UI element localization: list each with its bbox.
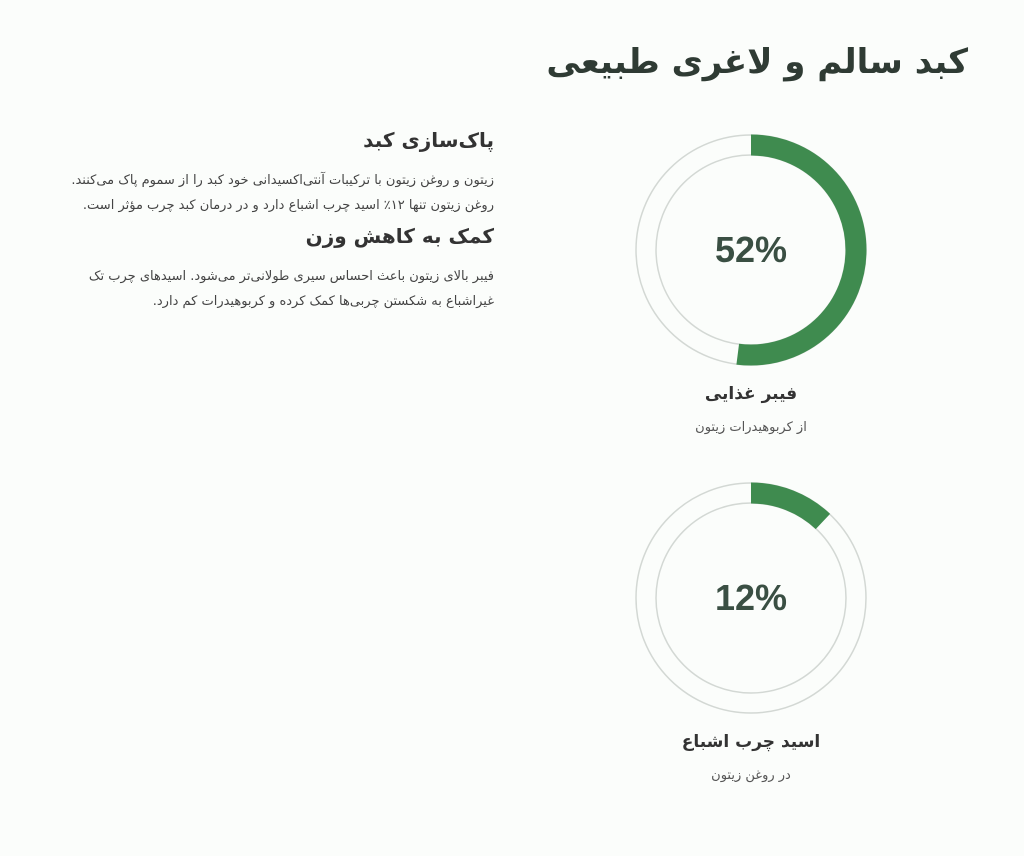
progress-ring: 12% [635,482,867,714]
stat-fiber: 52% فیبر غذایی از کربوهیدرات زیتون [626,130,876,435]
progress-ring: 52% [635,134,867,366]
ring-progress-arc [635,134,867,366]
page-title: کبد سالم و لاغری طبیعی [546,42,968,82]
stat-sublabel: از کربوهیدرات زیتون [695,420,807,435]
stat-saturated-fat: 12% اسید چرب اشباع در روغن زیتون [626,478,876,783]
stat-percentage: 12% [715,577,787,618]
stat-label: فیبر غذایی [704,384,798,404]
ring-progress-arc [635,482,867,714]
section-heading-weight: کمک به کاهش وزن [305,224,494,248]
text-column: پاک‌سازی کبد زیتون و روغن زیتون با ترکیب… [60,128,494,320]
section-body-liver: زیتون و روغن زیتون با ترکیبات آنتی‌اکسید… [71,173,494,213]
section-heading-liver: پاک‌سازی کبد [363,128,494,152]
stat-percentage: 52% [715,229,787,270]
stat-label: اسید چرب اشباع [681,732,821,752]
ring-inner-track [655,502,847,694]
section-body-weight: فیبر بالای زیتون باعث احساس سیری طولانی‌… [88,269,494,309]
stat-sublabel: در روغن زیتون [711,768,791,783]
